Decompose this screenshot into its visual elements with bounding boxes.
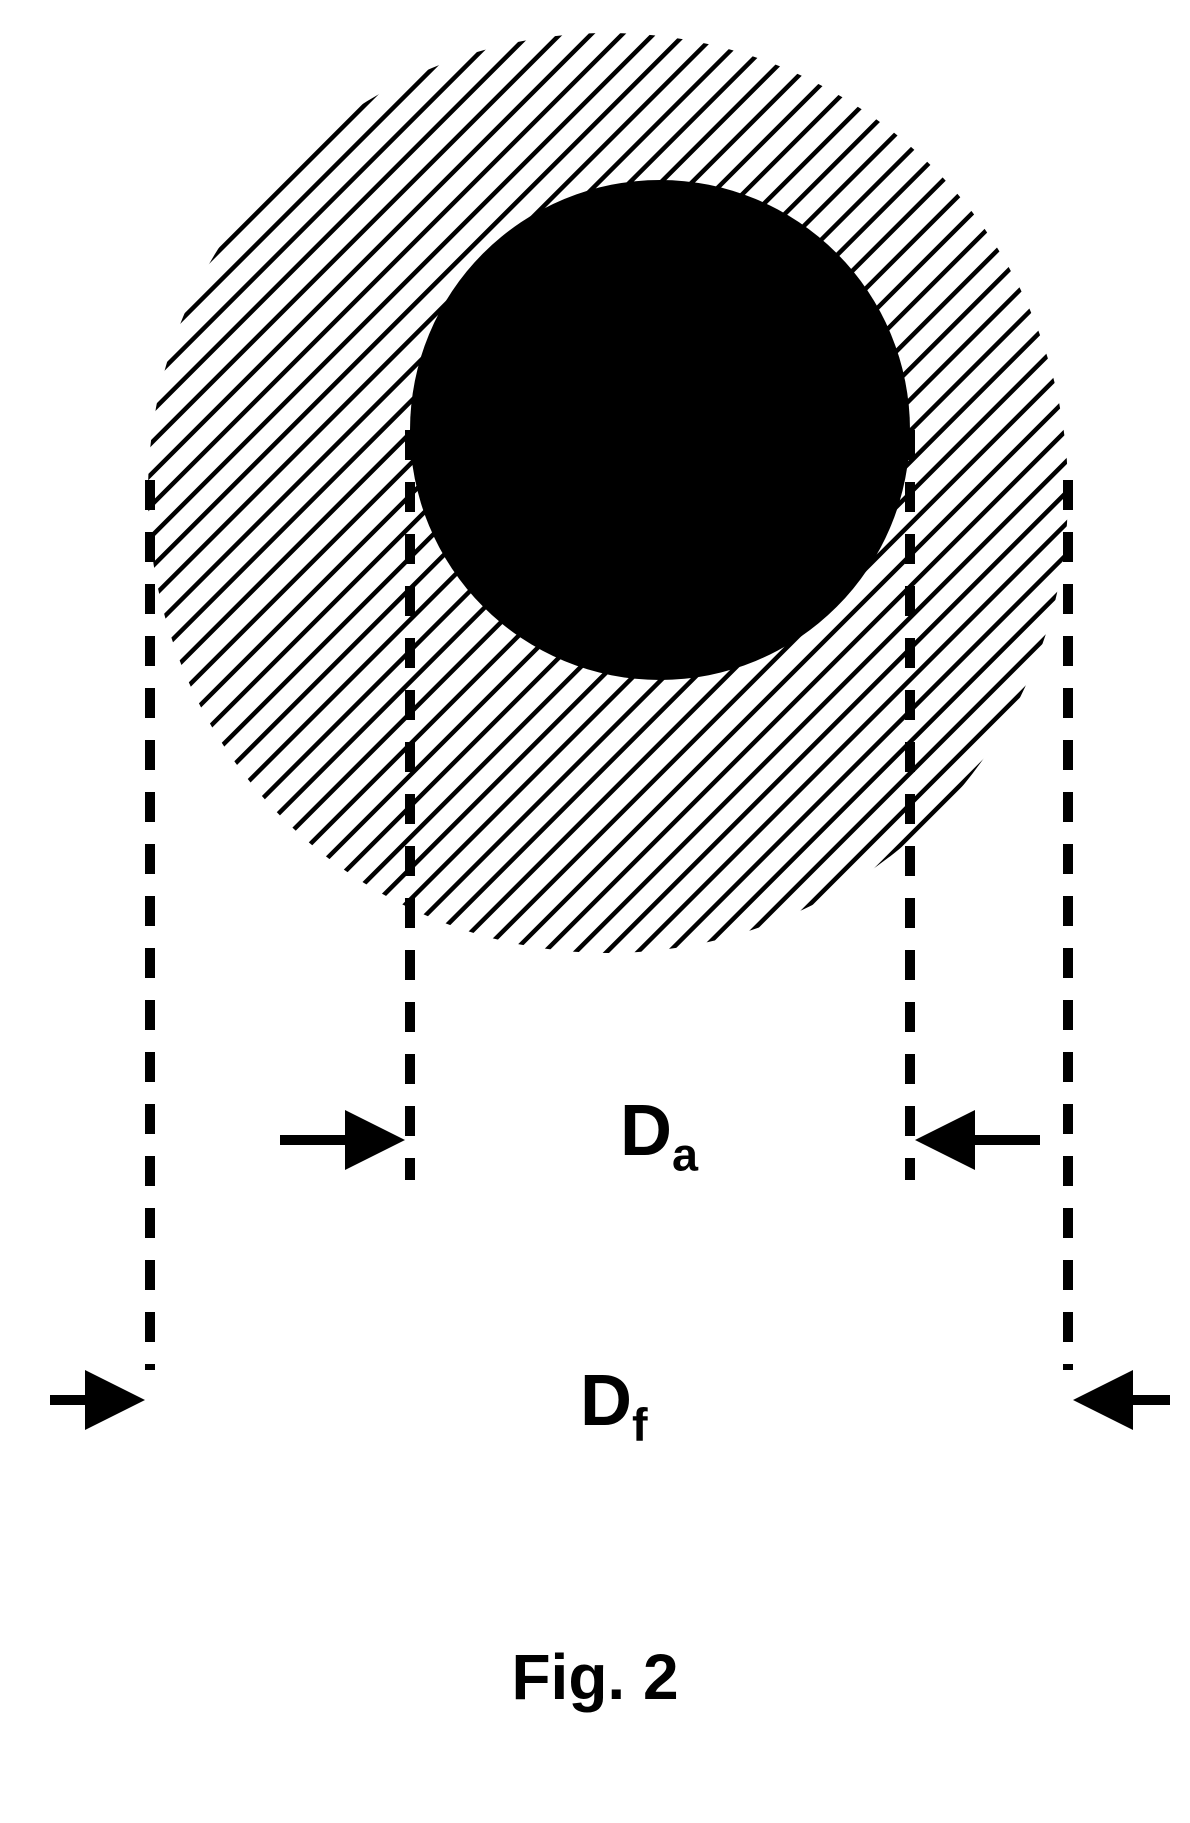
figure-svg — [0, 0, 1190, 1823]
label-da-main: D — [620, 1091, 672, 1171]
label-df-sub: f — [632, 1398, 648, 1450]
label-df-main: D — [580, 1361, 632, 1441]
label-da: Da — [620, 1090, 698, 1181]
label-df: Df — [580, 1360, 648, 1451]
inner-circle — [410, 180, 910, 680]
figure-caption: Fig. 2 — [0, 1640, 1190, 1714]
label-da-sub: a — [672, 1128, 698, 1180]
